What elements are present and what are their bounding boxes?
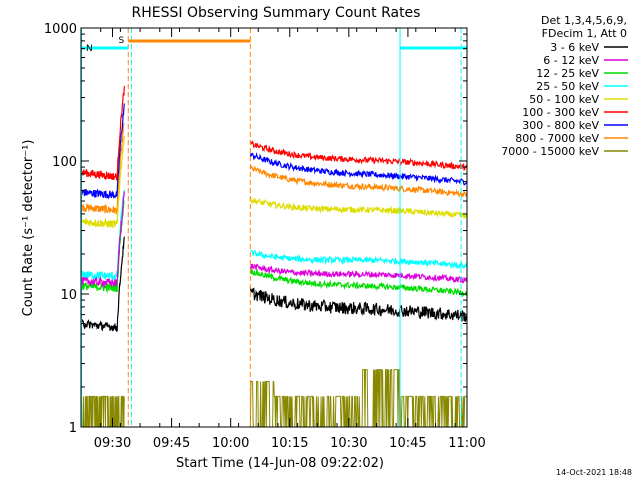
series-line-after-300-800-kev: [249, 152, 468, 186]
legend-header-line: Det 1,3,4,5,6,9,: [541, 14, 627, 27]
axis-layer: 1 10 100 1000 09:30 09:45 10:00 10:15 10:30 10:45…: [44, 22, 486, 451]
series-line-before-6-12-kev: [80, 191, 125, 288]
legend-entry-label: 300 - 800 keV: [522, 119, 599, 132]
legend-entry-label: 25 - 50 keV: [536, 80, 599, 93]
y-tick-label: 1000: [44, 22, 77, 37]
series-line-after-800-7000-kev: [249, 165, 468, 198]
legend-entry-label: 3 - 6 keV: [550, 41, 599, 54]
series-line-after-12-25-kev: [249, 268, 468, 298]
x-tick-label: 10:30: [330, 436, 367, 451]
y-tick-label: 1: [69, 421, 77, 436]
legend-entry-label: 6 - 12 keV: [543, 54, 599, 67]
x-tick-label: 10:15: [271, 436, 308, 451]
series-line-before-800-7000-kev: [80, 123, 125, 215]
series-line-after-6-12-kev: [249, 263, 468, 284]
series-line-before-12-25-kev: [80, 199, 125, 294]
series-line-after-3-6-kev: [249, 287, 468, 322]
series-line-before-300-800-kev: [80, 103, 125, 200]
data-layer: [80, 85, 468, 428]
y-axis-label: Count Rate (s⁻¹ detector⁻¹): [21, 140, 36, 317]
legend-entry-label: 100 - 300 keV: [522, 106, 599, 119]
series-line-after-25-50-kev: [250, 249, 467, 270]
x-axis-label: Start Time (14-Jun-08 09:22:02): [176, 456, 384, 471]
series-line-before-100-300-kev: [80, 85, 125, 181]
plot-frame: [80, 27, 468, 428]
legend-entry-label: 50 - 100 keV: [529, 93, 599, 106]
flag-label-n: N: [86, 44, 93, 54]
series-line-before-25-50-kev: [80, 189, 125, 280]
x-tick-label: 11:00: [448, 436, 485, 451]
x-tick-label: 10:00: [212, 436, 249, 451]
series-line-before-50-100-kev: [80, 135, 125, 229]
x-tick-label: 09:45: [153, 436, 190, 451]
footer-timestamp: 14-Oct-2021 18:48: [556, 468, 632, 477]
legend-entry-label: 12 - 25 keV: [536, 67, 599, 80]
series-line-after-50-100-kev: [249, 196, 468, 220]
y-tick-label: 100: [52, 155, 77, 170]
x-tick-label: 10:45: [389, 436, 426, 451]
series-line-before-3-6-kev: [80, 236, 125, 333]
legend-header-line: FDecim 1, Att 0: [542, 27, 627, 40]
chart-title: RHESSI Observing Summary Count Rates: [132, 5, 421, 21]
series-line-after-100-300-kev: [249, 140, 468, 172]
legend-entry-label: 800 - 7000 keV: [515, 132, 599, 145]
legend: Det 1,3,4,5,6,9,FDecim 1, Att 03 - 6 keV…: [501, 14, 628, 158]
flag-label-s: S: [119, 36, 125, 46]
y-tick-label: 10: [60, 288, 77, 303]
legend-entry-label: 7000 - 15000 keV: [501, 145, 599, 158]
x-tick-label: 09:30: [94, 436, 131, 451]
